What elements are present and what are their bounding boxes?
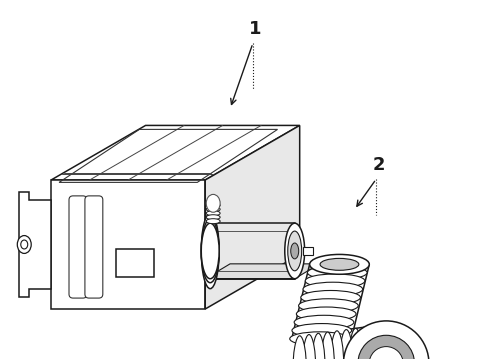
Ellipse shape	[307, 266, 367, 280]
Ellipse shape	[288, 231, 302, 271]
Ellipse shape	[206, 194, 220, 212]
Ellipse shape	[296, 307, 356, 321]
Ellipse shape	[201, 213, 219, 289]
Ellipse shape	[206, 215, 220, 220]
Ellipse shape	[206, 207, 220, 212]
Ellipse shape	[298, 299, 358, 312]
Ellipse shape	[206, 203, 220, 208]
Ellipse shape	[293, 336, 307, 360]
Ellipse shape	[285, 223, 305, 279]
Ellipse shape	[201, 219, 219, 283]
Ellipse shape	[320, 258, 359, 270]
Ellipse shape	[320, 332, 335, 360]
Ellipse shape	[349, 328, 363, 360]
Ellipse shape	[291, 243, 299, 259]
Polygon shape	[303, 247, 313, 255]
Polygon shape	[205, 264, 319, 279]
Polygon shape	[51, 125, 300, 180]
Ellipse shape	[310, 257, 369, 271]
Ellipse shape	[294, 315, 354, 329]
Ellipse shape	[21, 240, 28, 249]
Ellipse shape	[290, 332, 349, 346]
Ellipse shape	[201, 223, 219, 279]
Polygon shape	[205, 125, 300, 309]
FancyBboxPatch shape	[69, 196, 87, 298]
Ellipse shape	[358, 327, 372, 360]
Ellipse shape	[340, 330, 353, 360]
Ellipse shape	[302, 334, 316, 360]
Ellipse shape	[301, 291, 361, 304]
FancyBboxPatch shape	[85, 196, 103, 298]
Ellipse shape	[368, 326, 381, 360]
Text: 2: 2	[373, 156, 386, 174]
Ellipse shape	[206, 211, 220, 216]
Ellipse shape	[369, 347, 403, 360]
Ellipse shape	[17, 235, 31, 253]
Text: 1: 1	[249, 20, 261, 38]
Ellipse shape	[330, 331, 344, 360]
Ellipse shape	[292, 324, 352, 337]
Ellipse shape	[343, 321, 429, 360]
Ellipse shape	[206, 219, 220, 224]
Ellipse shape	[305, 274, 365, 288]
Ellipse shape	[358, 335, 415, 360]
Ellipse shape	[310, 255, 369, 274]
FancyBboxPatch shape	[116, 249, 153, 277]
Ellipse shape	[303, 282, 363, 296]
Polygon shape	[19, 192, 51, 297]
Polygon shape	[51, 180, 205, 309]
Ellipse shape	[311, 333, 325, 360]
